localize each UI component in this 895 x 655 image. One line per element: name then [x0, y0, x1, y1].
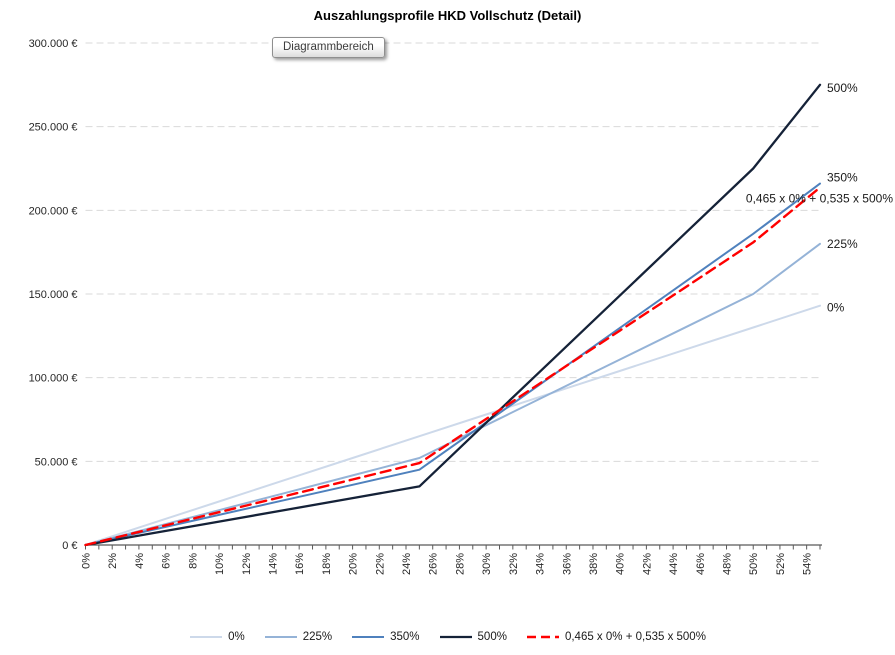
- x-axis-tick-label: 40%: [615, 553, 627, 575]
- legend-label: 0%: [228, 631, 245, 643]
- x-axis-tick-label: 42%: [641, 553, 653, 575]
- x-axis-tick-label: 32%: [508, 553, 520, 575]
- x-axis-tick-label: 8%: [187, 553, 199, 569]
- x-axis-tick-label: 26%: [428, 553, 440, 575]
- x-axis-tick-label: 28%: [454, 553, 466, 575]
- y-axis-tick-label: 150.000 €: [29, 289, 78, 301]
- x-axis-tick-label: 34%: [535, 553, 547, 575]
- series-line-350-: [84, 182, 821, 546]
- legend-item[interactable]: 0%: [189, 631, 245, 643]
- x-axis-tick-label: 36%: [561, 553, 573, 575]
- legend-swatch-line: [439, 635, 472, 639]
- x-axis-tick-label: 52%: [775, 553, 787, 575]
- chart-legend: 0% 225% 350% 500% 0,465 x 0% + 0,535 x 500%: [0, 631, 895, 643]
- legend-swatch-line: [190, 636, 223, 638]
- series-end-label: 225%: [827, 237, 858, 251]
- x-axis-tick-label: 12%: [241, 553, 253, 575]
- series-end-label: 0,465 x 0% + 0,535 x 500%: [746, 192, 893, 206]
- x-axis-tick-label: 30%: [481, 553, 493, 575]
- x-axis-tick-label: 2%: [107, 553, 119, 569]
- legend-swatch-line: [526, 635, 559, 639]
- series-line-0-: [84, 304, 821, 546]
- y-axis-tick-label: 200.000 €: [29, 205, 78, 217]
- series-end-label: 500%: [827, 81, 858, 95]
- legend-item[interactable]: 225%: [264, 631, 332, 643]
- x-axis-tick-label: 0%: [81, 553, 93, 569]
- x-axis-tick-label: 50%: [748, 553, 760, 575]
- x-axis-tick-label: 38%: [588, 553, 600, 575]
- legend-item[interactable]: 500%: [439, 631, 507, 643]
- y-axis-tick-label: 50.000 €: [35, 456, 78, 468]
- plot-area[interactable]: [85, 25, 821, 545]
- legend-label: 225%: [302, 631, 333, 643]
- x-axis-tick-label: 14%: [267, 553, 279, 575]
- legend-label: 500%: [477, 631, 507, 643]
- legend-label: 350%: [390, 631, 420, 643]
- x-axis-tick-label: 20%: [348, 553, 360, 575]
- x-axis-tick-label: 16%: [294, 553, 306, 575]
- x-axis-tick-label: 10%: [214, 553, 226, 575]
- x-axis-tick-label: 18%: [321, 553, 333, 575]
- x-axis-tick-label: 48%: [722, 553, 734, 575]
- y-axis-tick-label: 0 €: [62, 540, 77, 552]
- series-end-label: 350%: [827, 171, 858, 185]
- legend-swatch-line: [352, 636, 385, 638]
- legend-swatch-line: [264, 636, 297, 638]
- legend-item[interactable]: 350%: [351, 631, 420, 643]
- series-line-0-465-x-0-0-535-x-500-: [84, 186, 822, 547]
- legend-item[interactable]: 0,465 x 0% + 0,535 x 500%: [526, 631, 706, 643]
- x-axis-tick-label: 46%: [695, 553, 707, 575]
- x-axis-tick-label: 24%: [401, 553, 413, 575]
- y-axis-tick-label: 300.000 €: [29, 38, 78, 50]
- y-axis-tick-label: 250.000 €: [29, 122, 78, 134]
- chart-title: Auszahlungsprofile HKD Vollschutz (Detai…: [313, 8, 582, 23]
- y-axis-tick-label: 100.000 €: [29, 373, 78, 385]
- x-axis-tick-label: 4%: [134, 553, 146, 569]
- legend-label: 0,465 x 0% + 0,535 x 500%: [564, 631, 706, 643]
- chart-area-tooltip: Diagrammbereich: [272, 37, 385, 58]
- x-axis-tick-label: 44%: [668, 553, 680, 575]
- series-line-500-: [84, 83, 822, 547]
- x-axis-tick-label: 6%: [161, 553, 173, 569]
- x-axis-tick-label: 54%: [802, 553, 814, 575]
- x-axis-tick-label: 22%: [374, 553, 386, 575]
- series-end-label: 0%: [827, 301, 845, 315]
